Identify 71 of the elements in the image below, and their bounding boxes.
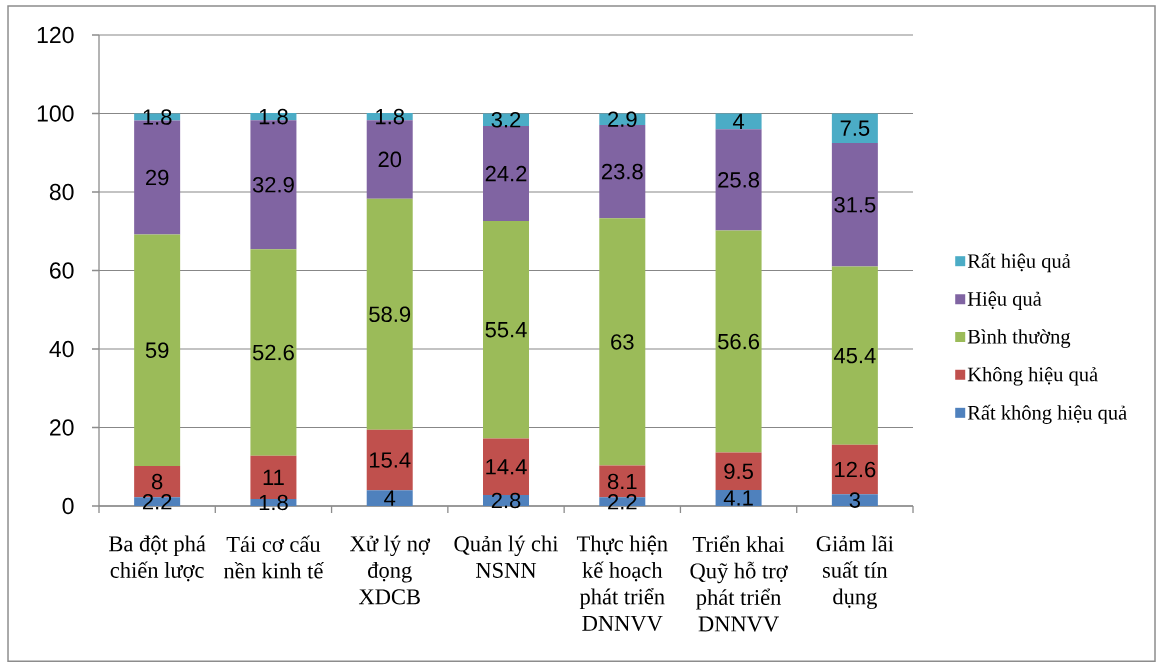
bar — [831, 266, 878, 445]
bar — [366, 198, 413, 430]
data-label: 1.8 — [376, 108, 405, 125]
data-label: 20 — [378, 151, 402, 168]
legend-label: Rất không hiệu quả — [967, 404, 1127, 424]
data-label: 29 — [146, 169, 169, 186]
data-label: 4.1 — [723, 490, 753, 506]
data-label: 24.2 — [485, 165, 527, 182]
legend-label: Rất hiệu quả — [967, 253, 1071, 273]
data-label: 8 — [151, 473, 163, 490]
bar — [483, 221, 529, 439]
data-label: 4 — [384, 490, 396, 506]
y-tick-label: 20 — [50, 419, 74, 436]
data-label: 9.5 — [724, 463, 753, 480]
bar — [831, 142, 878, 267]
data-label: 2.8 — [491, 492, 521, 509]
data-label: 63 — [611, 334, 634, 350]
bar — [831, 113, 878, 143]
data-label: 2.2 — [608, 493, 637, 510]
y-tick-label: 60 — [50, 262, 74, 279]
data-label: 32.9 — [252, 176, 294, 193]
data-label: 55.4 — [485, 322, 527, 338]
data-label: 4 — [732, 113, 745, 129]
data-label: 52.6 — [252, 344, 294, 361]
bar — [831, 494, 878, 506]
bar — [483, 126, 529, 222]
x-tick-label: Tái cơ cấu nền kinh tế — [223, 535, 324, 579]
legend-label: Hiệu quả — [967, 291, 1042, 310]
data-label: 14.4 — [486, 459, 527, 475]
x-tick-label: Giảm lãi suất tín dụng — [816, 535, 894, 610]
data-label: 1.8 — [259, 108, 288, 125]
data-label: 3.2 — [491, 111, 521, 128]
data-label: 58.9 — [369, 306, 411, 323]
x-tick-label: Thực hiện kế hoạch phát triển DNNVV — [576, 535, 668, 632]
x-tick-label: Ba đột phá chiến lược — [109, 535, 206, 582]
bar — [599, 113, 646, 125]
y-tick-label: 0 — [62, 497, 74, 515]
bar — [366, 490, 413, 506]
data-label: 25.8 — [718, 172, 760, 188]
data-label: 7.5 — [840, 120, 870, 136]
y-tick-label: 100 — [37, 105, 74, 122]
data-label: 1.8 — [259, 494, 288, 511]
data-label: 31.5 — [834, 196, 876, 213]
legend-label: Không hiệu quả — [967, 366, 1098, 386]
bar — [250, 249, 297, 456]
bar — [715, 452, 762, 490]
bar — [715, 129, 762, 231]
legend-label: Bình thường — [967, 329, 1071, 348]
bar — [715, 113, 762, 130]
data-label: 8.1 — [607, 473, 637, 490]
bar — [715, 230, 762, 453]
y-tick-label: 40 — [49, 340, 74, 358]
data-label: 11 — [263, 469, 284, 485]
data-label: 15.4 — [369, 452, 411, 468]
data-label: 1.8 — [143, 109, 172, 125]
x-tick-label: Xử lý nợ đọng XDCB — [350, 535, 431, 605]
data-label: 2.2 — [142, 493, 172, 510]
x-tick-label: Quản lý chi NSNN — [454, 535, 559, 578]
x-tick-label: Triển khai Quỹ hỗ trợ phát triển DNNVV — [690, 535, 788, 632]
data-label: 3 — [849, 492, 861, 508]
data-label: 23.8 — [602, 163, 643, 180]
data-label: 56.6 — [718, 333, 760, 350]
bar — [599, 218, 646, 466]
data-label: 59 — [145, 342, 169, 358]
y-tick-label: 80 — [49, 183, 74, 201]
data-label: 12.6 — [835, 461, 876, 478]
data-label: 45.4 — [833, 348, 876, 364]
y-tick-label: 120 — [37, 26, 74, 44]
bar — [366, 429, 413, 491]
bar — [134, 234, 181, 466]
data-label: 2.9 — [608, 111, 637, 127]
